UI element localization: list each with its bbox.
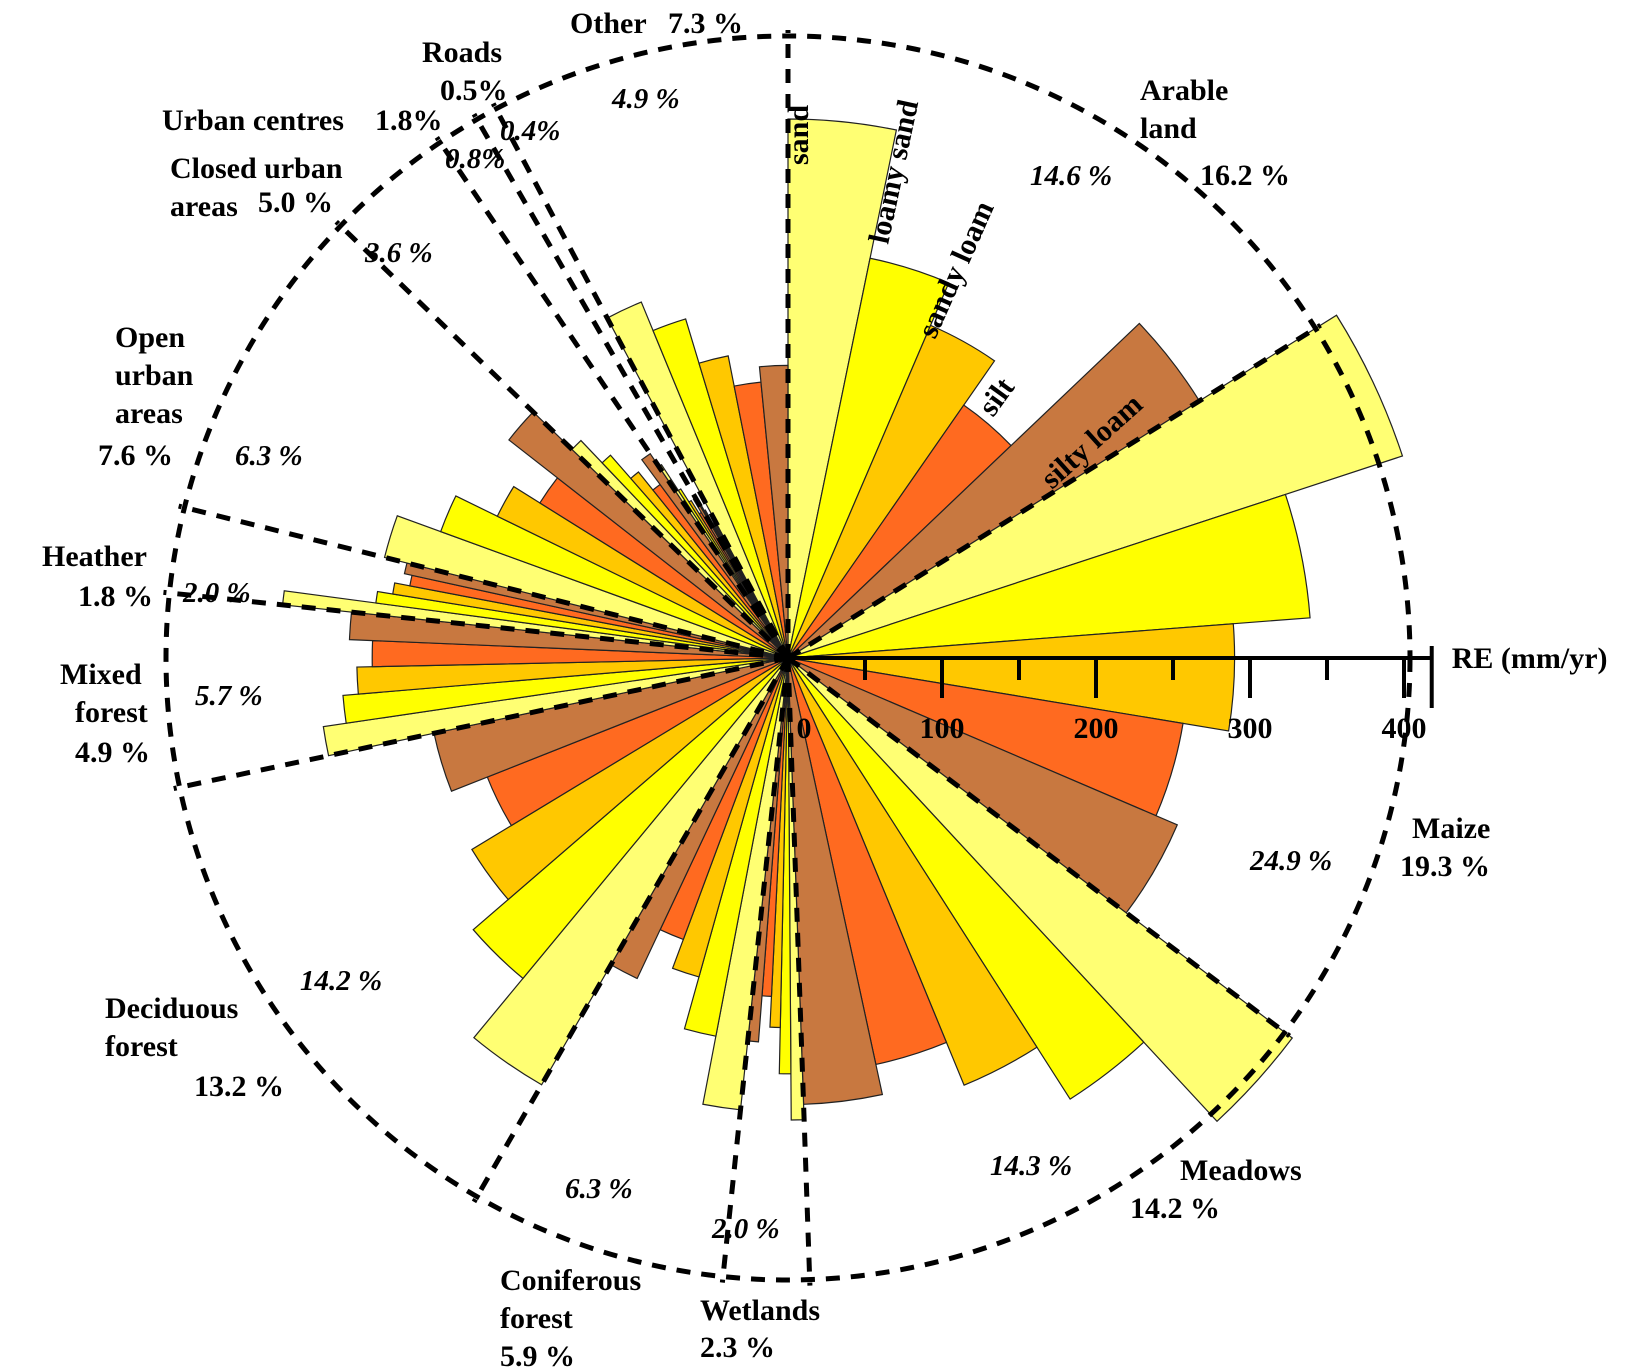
sector-boundary-deciduous-forest (471, 656, 791, 1204)
sector-boundary-closed-urban-areas (334, 219, 790, 660)
bar-open-urban-areas-sand (383, 515, 789, 659)
sector-pct-roads: 0.4% (500, 115, 560, 147)
bar-deciduous-forest-sandy-loam (471, 657, 789, 901)
bar-open-urban-areas-loamy-sand (439, 495, 789, 659)
axis-title: RE (mm/yr) (1452, 642, 1608, 675)
landuse-label-maize: Maize (1412, 812, 1490, 845)
landuse-area-pct-heather: 1.8 % (78, 580, 153, 613)
bar-arable-land-sandy-loam (787, 324, 996, 659)
bars-layer (281, 118, 1404, 1123)
landuse-area-pct-coniferous-forest: 5.9 % (500, 1340, 575, 1370)
bar-other-sandy-loam (698, 355, 789, 659)
sector-pct-urban-centres: 0.8% (445, 143, 505, 175)
landuse-label-closed-urban-areas: Closed urban (170, 152, 343, 185)
landuse-label-deciduous-forest: forest (105, 1030, 178, 1063)
sector-pct-maize: 24.9 % (1249, 845, 1332, 877)
landuse-label-heather: Heather (42, 540, 147, 573)
landuse-area-pct-arable-land: 16.2 % (1200, 159, 1290, 192)
landuse-area-pct-roads: 0.5% (440, 74, 508, 107)
sector-boundaries (163, 30, 1413, 1286)
axis-tick-label: 0 (797, 712, 812, 745)
landuse-area-pct-mixed-forest: 4.9 % (75, 736, 150, 769)
landuse-label-arable-land: land (1140, 112, 1197, 145)
bar-deciduous-forest-loamy-sand (472, 657, 789, 980)
bar-meadows-sandy-loam (787, 657, 1038, 1086)
sector-pct-wetlands: 2.0 % (711, 1213, 780, 1245)
sector-pct-mixed-forest: 5.7 % (195, 680, 263, 712)
landuse-label-meadows: Meadows (1180, 1154, 1302, 1187)
landuse-area-pct-meadows: 14.2 % (1130, 1192, 1220, 1225)
sector-boundary-open-urban-areas (178, 503, 789, 661)
bar-maize-loamy-sand (787, 493, 1311, 659)
bar-maize-sandy-loam (787, 623, 1236, 732)
sector-boundary-meadows (786, 656, 1292, 1038)
landuse-label-other: Other (570, 7, 647, 40)
bar-open-urban-areas-sandy-loam (496, 485, 789, 659)
landuse-label-open-urban-areas: areas (115, 397, 183, 430)
landuse-area-pct-urban-centres: 1.8% (375, 104, 443, 137)
landuse-label-urban-centres: Urban centres (162, 104, 344, 137)
sector-pct-open-urban-areas: 6.3 % (235, 440, 303, 472)
landuse-label-mixed-forest: forest (75, 696, 148, 729)
bar-meadows-sand (787, 657, 1294, 1123)
landuse-label-open-urban-areas: Open (115, 321, 185, 354)
bar-mixed-forest-sandy-loam (356, 657, 789, 695)
sector-boundary-maize (786, 323, 1322, 661)
axis-tick-label: 300 (1228, 712, 1273, 745)
bar-coniferous-forest-sandy-loam (671, 657, 789, 978)
sector-pct-closed-urban-areas: 3.6 % (364, 237, 433, 269)
sector-pct-meadows: 14.3 % (990, 1150, 1072, 1182)
landuse-label-coniferous-forest: Coniferous (500, 1264, 641, 1297)
bar-arable-land-loamy-sand (787, 257, 950, 659)
bar-mixed-forest-loamy-sand (342, 657, 789, 724)
landuse-area-pct-other: 7.3 % (668, 7, 743, 40)
axis-tick-label: 100 (920, 712, 965, 745)
sector-boundary-coniferous-forest (719, 657, 791, 1283)
sector-boundary-heather (163, 589, 789, 661)
landuse-label-open-urban-areas: urban (115, 359, 194, 392)
axis-tick-label: 200 (1074, 712, 1119, 745)
landuse-label-deciduous-forest: Deciduous (105, 992, 238, 1025)
landuse-label-mixed-forest: Mixed (60, 658, 142, 691)
bar-other-silty-loam (758, 364, 789, 659)
bar-wetlands-loamy-sand (778, 657, 792, 1075)
sector-boundary-other (490, 102, 791, 660)
soil-label-sand: sand (782, 105, 815, 165)
landuse-area-pct-wetlands: 2.3 % (700, 1331, 775, 1364)
axis-tick-label: 400 (1382, 712, 1427, 745)
sector-boundary-roads (471, 112, 791, 660)
soil-label-sandy-loam: sandy loam (911, 196, 1000, 343)
sector-pct-heather: 2.0 % (182, 577, 251, 609)
sector-boundary-urban-centres (434, 135, 791, 660)
sector-boundary-mixed-forest (173, 655, 789, 792)
bar-other-loamy-sand (652, 318, 789, 659)
landuse-label-coniferous-forest: forest (500, 1302, 573, 1335)
bar-closed-urban-areas-sandy-loam (629, 471, 789, 659)
landuse-area-pct-open-urban-areas: 7.6 % (98, 439, 173, 472)
bar-meadows-loamy-sand (787, 657, 1145, 1100)
bar-maize-sand (787, 314, 1404, 659)
landuse-label-wetlands: Wetlands (700, 1294, 820, 1327)
bar-deciduous-forest-sand (473, 657, 789, 1086)
sector-pct-other: 4.9 % (611, 83, 680, 115)
sector-pct-coniferous-forest: 6.3 % (565, 1173, 633, 1205)
landuse-label-roads: Roads (422, 36, 502, 69)
bar-closed-urban-areas-loamy-sand (601, 454, 789, 659)
landuse-label-closed-urban-areas: areas (170, 190, 238, 223)
sector-boundary-wetlands (785, 657, 813, 1286)
landuse-area-pct-maize: 19.3 % (1400, 850, 1490, 883)
centre-dot (782, 652, 794, 664)
sector-pct-arable-land: 14.6 % (1030, 160, 1112, 192)
landuse-label-arable-land: Arable (1140, 74, 1228, 107)
landuse-area-pct-deciduous-forest: 13.2 % (194, 1070, 284, 1103)
radial-axis: 0 100 200 300 400 RE (mm/yr) (782, 642, 1608, 745)
landuse-area-pct-closed-urban-areas: 5.0 % (258, 186, 333, 219)
sector-pct-deciduous-forest: 14.2 % (300, 965, 382, 997)
